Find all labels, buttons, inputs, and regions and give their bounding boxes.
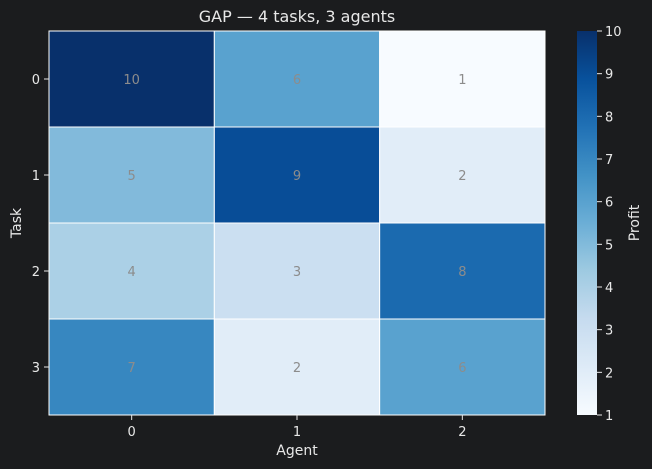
y-tick-label: 1 [32,169,40,184]
heatmap-cell [48,126,215,224]
colorbar-tick-label: 8 [605,110,613,125]
heatmap-cell [213,30,381,128]
x-tick-label: 0 [128,425,136,440]
y-tick-label: 3 [32,361,40,376]
y-axis-ticks: 0 1 2 3 [32,73,49,376]
cell-value-label: 7 [128,361,136,376]
chart-title: GAP — 4 tasks, 3 agents [199,7,395,26]
colorbar-tick-label: 7 [605,153,613,168]
heatmap-cell [48,318,215,416]
colorbar-label: Profit [627,204,643,241]
y-tick-label: 2 [32,265,40,280]
cell-value-label: 10 [123,73,140,88]
heatmap-cell [379,126,546,224]
cell-value-label: 9 [293,169,301,184]
colorbar-ticks: 1 2 3 4 5 6 7 8 9 10 [597,25,622,424]
x-axis-label: Agent [276,443,318,459]
x-tick-label: 1 [293,425,301,440]
cell-value-label: 3 [293,265,301,280]
cell-value-label: 6 [458,361,466,376]
colorbar-tick-label: 1 [605,409,613,424]
colorbar-tick-label: 3 [605,324,613,339]
x-axis-ticks: 0 1 2 [128,415,466,440]
colorbar-tick-label: 6 [605,196,613,211]
heatmap-cell [379,318,546,416]
cell-value-label: 2 [458,169,466,184]
heatmap-cell [379,30,546,128]
heatmap-cell [213,222,381,320]
colorbar-tick-label: 2 [605,366,613,381]
colorbar-tick-label: 4 [605,281,613,296]
y-tick-label: 0 [32,73,40,88]
heatmap-cell [213,126,381,224]
colorbar-tick-label: 10 [605,25,622,40]
heatmap-cell-labels: 10 6 1 5 9 2 4 3 8 7 2 6 [123,73,466,376]
colorbar-tick-label: 9 [605,68,613,83]
heatmap-cell [48,30,215,128]
x-tick-label: 2 [458,425,466,440]
cell-value-label: 2 [293,361,301,376]
colorbar: 1 2 3 4 5 6 7 8 9 10 Profit [577,25,643,424]
cell-value-label: 6 [293,73,301,88]
cell-value-label: 4 [128,265,136,280]
cell-value-label: 1 [458,73,466,88]
cell-value-label: 5 [128,169,136,184]
cell-value-label: 8 [458,265,466,280]
y-axis-label: Task [9,207,25,239]
colorbar-tick-label: 5 [605,238,613,253]
colorbar-gradient [577,31,597,415]
heatmap-cells [48,30,546,416]
